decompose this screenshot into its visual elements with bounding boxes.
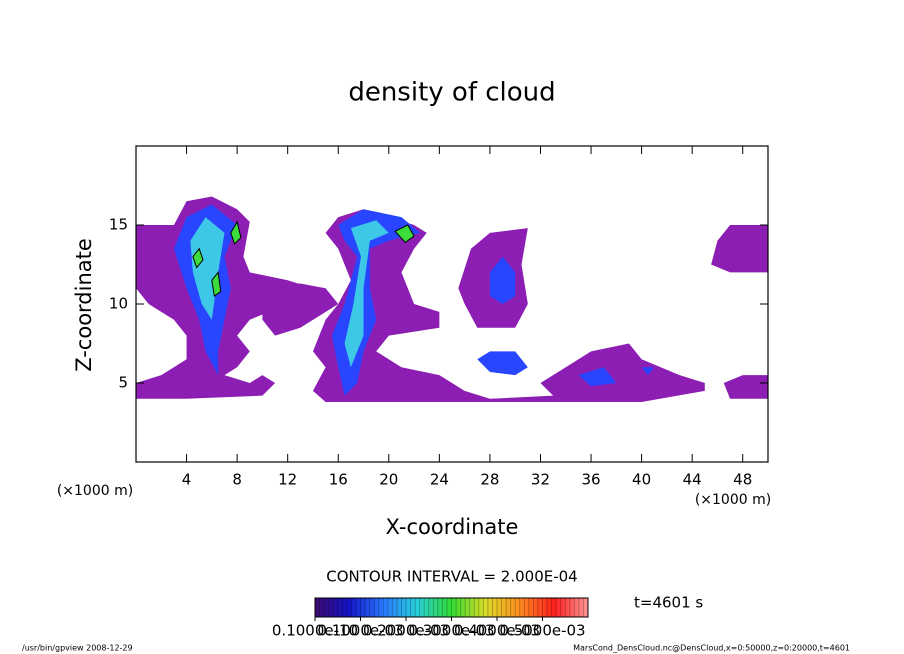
shaded-region	[711, 225, 768, 273]
x-axis-label: X-coordinate	[386, 515, 519, 539]
shaded-region	[394, 224, 415, 244]
shaded-region	[262, 283, 339, 336]
field	[136, 196, 768, 402]
chart-title: density of cloud	[348, 78, 555, 108]
colorbar-tick-label: 0.1000e-03	[317, 622, 403, 640]
x-tick-label: 36	[581, 471, 600, 489]
x-tick-label: 12	[278, 471, 297, 489]
shaded-region	[723, 375, 768, 399]
y-tick-label: 10	[109, 295, 128, 313]
x-tick-label: 44	[683, 471, 702, 489]
y-tick-label: 5	[118, 374, 128, 392]
colorbar-tick-label: 0.5000e-03	[499, 622, 585, 640]
shaded-region	[190, 217, 225, 320]
y-unit: (×1000 m)	[57, 483, 133, 499]
shaded-region	[192, 247, 204, 269]
x-tick-label: 20	[379, 471, 398, 489]
shaded-region	[312, 209, 705, 402]
time-label: t=4601 s	[634, 594, 703, 612]
contour-interval: CONTOUR INTERVAL = 2.000E-04	[326, 568, 577, 586]
shaded-region	[211, 271, 222, 297]
footer-left: /usr/bin/gpview 2008-12-29	[22, 644, 133, 653]
colorbar-tick-label: 0.4000e-03	[454, 622, 540, 640]
shaded-region	[230, 220, 242, 245]
x-tick-label: 32	[531, 471, 550, 489]
x-tick-label: 40	[632, 471, 651, 489]
shaded-region	[641, 367, 655, 376]
colorbar-tick-label: 0.2000e-03	[363, 622, 449, 640]
footer-right: MarsCond_DensCloud.nc@DensCloud,x=0:5000…	[573, 644, 850, 653]
colorbar-tick-label: 0.1000e-10	[272, 622, 358, 640]
x-tick-label: 4	[182, 471, 192, 489]
y-tick-label: 15	[109, 216, 128, 234]
x-tick-label: 24	[430, 471, 449, 489]
shaded-region	[489, 256, 516, 304]
y-axis-label: Z-coordinate	[72, 238, 96, 372]
x-unit: (×1000 m)	[695, 492, 771, 508]
shaded-region	[477, 351, 528, 376]
x-tick-label: 8	[232, 471, 242, 489]
shaded-region	[344, 220, 389, 368]
x-tick-label: 28	[480, 471, 499, 489]
colorbar-tick-label: 0.3000e-03	[408, 622, 494, 640]
shaded-region	[578, 367, 617, 387]
x-tick-label: 16	[329, 471, 348, 489]
x-tick-label: 48	[733, 471, 752, 489]
